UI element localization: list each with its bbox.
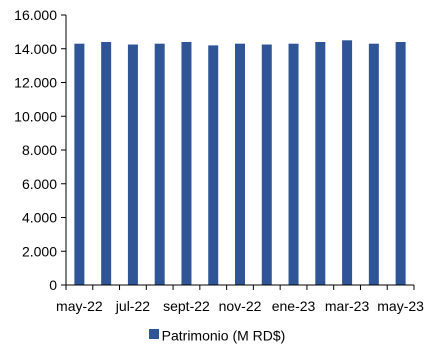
y-tick-label: 12.000 bbox=[14, 75, 57, 91]
bar bbox=[261, 44, 272, 285]
bar bbox=[342, 40, 353, 286]
y-tick-label: 16.000 bbox=[14, 7, 57, 23]
x-tick-label: ene-23 bbox=[272, 298, 316, 314]
chart-plot-area: 0 2.000 4.000 6.000 8.000 10.000 12.000 14.000 1… bbox=[14, 7, 424, 314]
x-tick-label: sept-22 bbox=[163, 298, 210, 314]
bar bbox=[208, 45, 219, 286]
bar bbox=[154, 43, 165, 285]
legend-label: Patrimonio (M RD$) bbox=[161, 327, 286, 344]
x-tick-label: nov-22 bbox=[219, 298, 262, 314]
bar bbox=[235, 43, 245, 285]
x-tick-label: mar-23 bbox=[325, 298, 370, 314]
y-tick-label: 8.000 bbox=[22, 142, 57, 158]
bar bbox=[368, 43, 379, 285]
y-tick-label: 2.000 bbox=[22, 243, 57, 259]
y-tick-label: 6.000 bbox=[22, 176, 57, 192]
legend: Patrimonio (M RD$) bbox=[0, 326, 434, 343]
y-tick-label: 4.000 bbox=[22, 210, 57, 226]
bar bbox=[315, 42, 326, 285]
bar bbox=[127, 44, 138, 285]
x-tick-label: may-22 bbox=[56, 298, 103, 314]
x-tick-label: jul-22 bbox=[115, 298, 150, 314]
bar bbox=[395, 42, 406, 285]
bar bbox=[288, 43, 299, 285]
legend-swatch bbox=[148, 329, 159, 340]
bar bbox=[101, 42, 112, 285]
bar bbox=[181, 42, 192, 285]
y-tick-label: 0 bbox=[49, 277, 57, 293]
bar bbox=[74, 43, 85, 285]
y-tick-label: 14.000 bbox=[14, 41, 57, 57]
x-tick-label: may-23 bbox=[377, 298, 424, 314]
y-tick-label: 10.000 bbox=[14, 108, 57, 124]
